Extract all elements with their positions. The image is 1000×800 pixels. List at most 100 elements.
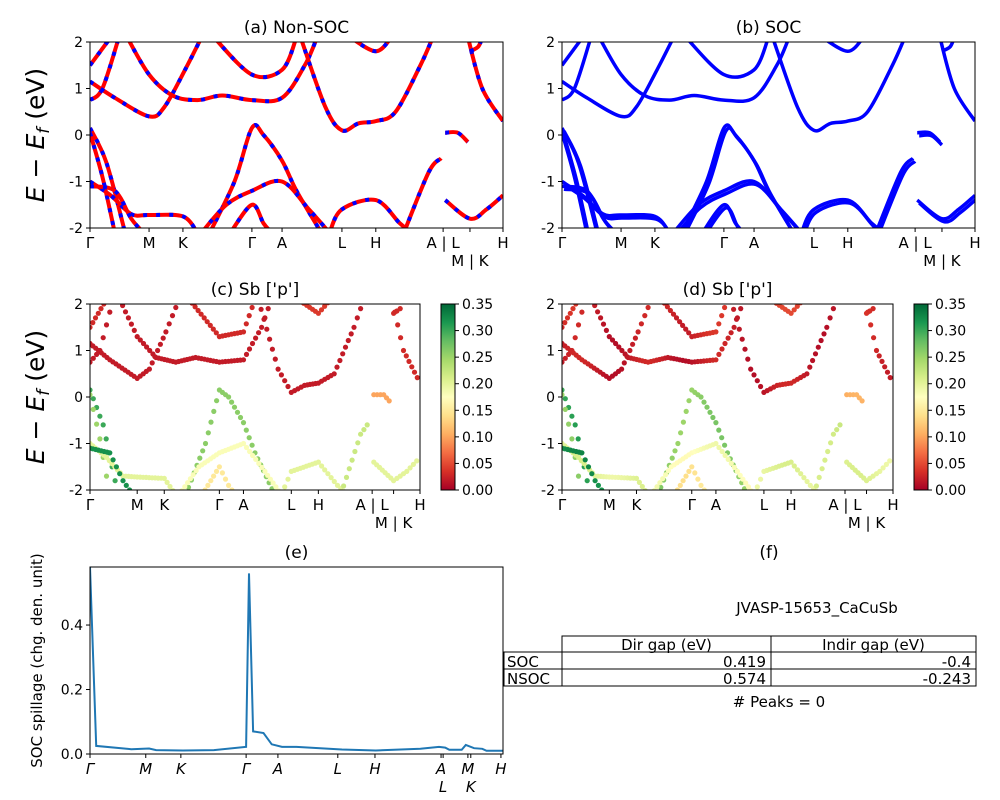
band-point (595, 309, 601, 315)
panel-title-e: (e) (285, 543, 309, 563)
x-tick-label: L (810, 234, 819, 252)
ylabel-unit: (eV) (21, 330, 50, 390)
band-point (195, 307, 201, 314)
band-point (569, 413, 575, 419)
band-point (282, 378, 288, 384)
band-point (267, 476, 273, 482)
x-tick-label: A (435, 760, 446, 778)
x-tick-label: A (749, 234, 760, 252)
band-point (150, 351, 156, 357)
x-tick-label: L (334, 760, 342, 778)
band-point (265, 306, 271, 312)
band-point (686, 468, 692, 474)
band-point (90, 355, 96, 361)
y-axis-label-spillage: SOC spillage (chg. den. unit) (28, 553, 46, 768)
ylabel-sub: f (34, 125, 54, 134)
x-tick-label: H (969, 234, 980, 252)
y-tick-label: -1 (541, 175, 555, 191)
band-point (704, 404, 710, 410)
spillage-line (90, 567, 503, 752)
colorbar-d (913, 303, 929, 491)
band-point (657, 480, 663, 486)
colorbar-tick-label: 0.05 (462, 456, 493, 472)
band-point (642, 488, 648, 490)
band-point (120, 478, 126, 484)
band-point (398, 335, 404, 341)
band-point (219, 470, 225, 476)
band-point (205, 482, 211, 488)
band-point (728, 460, 734, 466)
band-point (246, 435, 252, 441)
x-tick-label: H (313, 496, 324, 514)
y-tick-label: 0 (546, 128, 555, 144)
y-tick-label: 0 (74, 128, 83, 144)
band-point (589, 471, 595, 477)
x-tick-label: H (785, 496, 796, 514)
band-point (214, 398, 220, 404)
band-line-red (403, 156, 443, 228)
band-point (589, 297, 594, 302)
band-line-soc-split (918, 197, 975, 224)
band-point (794, 304, 800, 309)
band-point (125, 315, 131, 321)
band-point (713, 420, 719, 426)
band-point (630, 341, 636, 347)
band-point (361, 427, 367, 433)
band-point (678, 430, 684, 436)
y-tick-label: -2 (69, 221, 83, 237)
band-point (859, 398, 865, 404)
band-point (788, 310, 794, 316)
band-point (270, 480, 276, 486)
colorbar-tick-label: 0.30 (935, 324, 966, 340)
x-tick-label: H (887, 496, 898, 514)
band-point (226, 482, 232, 488)
band-point (127, 487, 133, 490)
band-point (819, 466, 825, 472)
band-line-red (209, 123, 321, 228)
band-point (113, 464, 119, 470)
band-point (103, 436, 109, 442)
colorbar-tick-label: 0.35 (462, 297, 493, 313)
x-tick-label: M | K (923, 252, 962, 270)
band-point (873, 347, 880, 354)
band-point (680, 478, 686, 484)
band-point (414, 458, 420, 464)
band-point (404, 468, 410, 474)
band-point (90, 320, 96, 326)
band-line-blue-dashed (90, 184, 142, 228)
colorbar-tick-label: 0.15 (935, 403, 966, 419)
band-point (207, 322, 213, 328)
band-point (144, 344, 150, 350)
colorbar-tick-label: 0.20 (462, 377, 493, 393)
band-point (701, 487, 707, 490)
band-line-soc (562, 42, 674, 119)
band-point (90, 387, 93, 393)
band-point (745, 356, 751, 362)
band-point (562, 355, 568, 361)
band-line-blue-dashed (90, 42, 120, 102)
band-line-soc (599, 42, 790, 104)
band-point (677, 319, 683, 325)
band-point (243, 444, 250, 451)
band-point (146, 366, 152, 372)
band-point (261, 316, 267, 322)
band-point (654, 484, 660, 490)
band-point (226, 394, 232, 400)
band-point (683, 473, 689, 479)
band-line-soc-split (563, 183, 669, 228)
band-line-blue-dashed (300, 42, 434, 133)
band-point (638, 321, 645, 327)
band-point (673, 315, 680, 321)
band-point (667, 307, 674, 314)
band-point (585, 464, 592, 470)
x-tick-label: Γ (86, 496, 95, 514)
band-point (278, 372, 284, 378)
band-line-red (202, 178, 329, 228)
band-point (567, 310, 573, 316)
band-line-blue-dashed (403, 156, 443, 228)
band-line-red (231, 202, 270, 228)
band-point (204, 319, 210, 325)
band-point (137, 337, 143, 343)
band-point (222, 476, 229, 482)
x-tick-label: L (439, 778, 447, 796)
